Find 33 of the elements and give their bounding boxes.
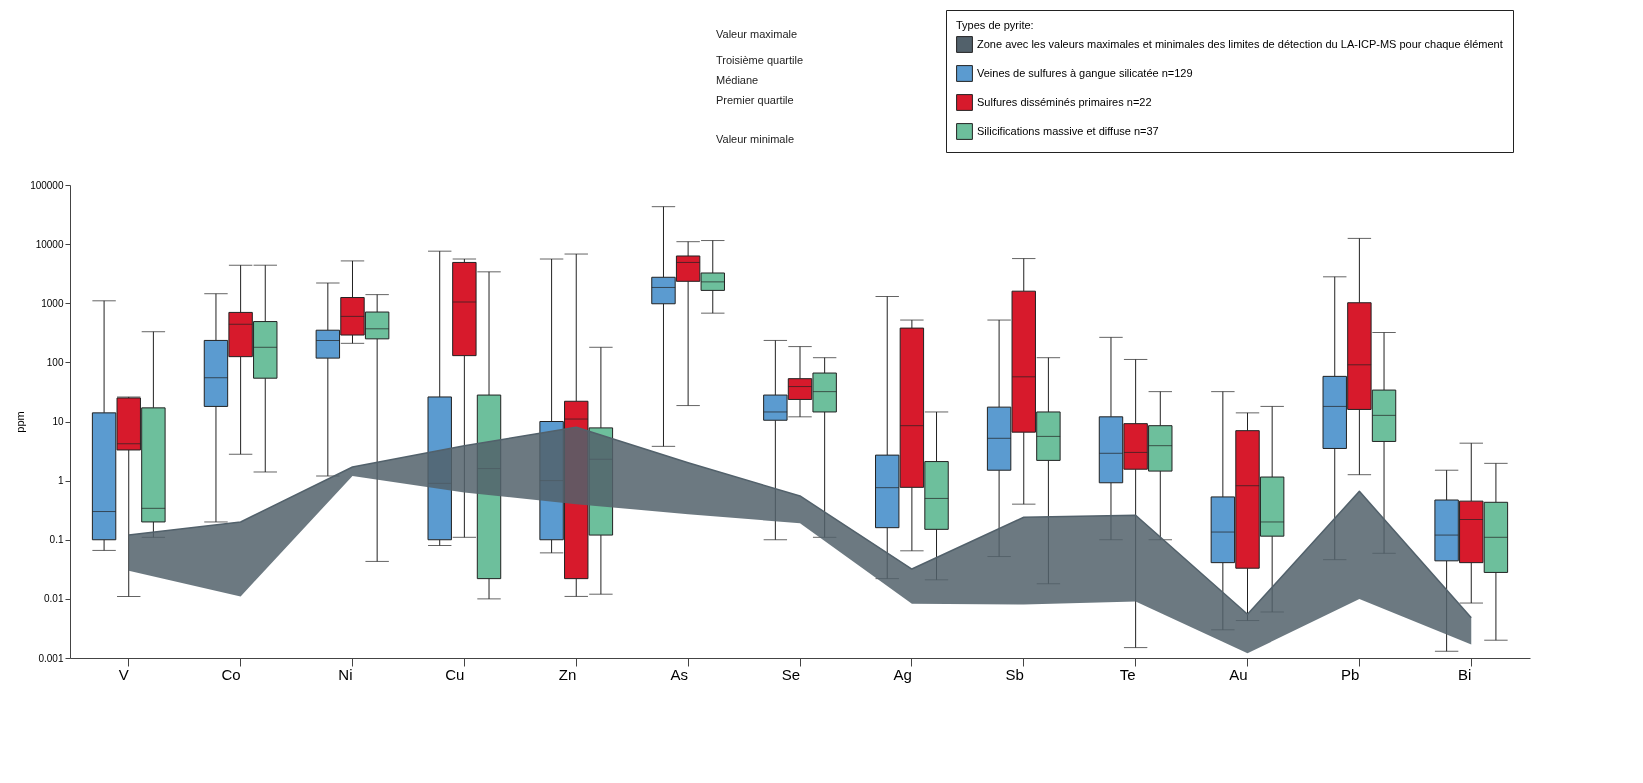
text: Premier quartile <box>716 94 794 106</box>
legend-label: Sulfures disséminés primaires n=22 <box>977 95 1152 108</box>
y-tick-label: 0.001 <box>38 652 64 664</box>
legend-label: Silicifications massive et diffuse n=37 <box>977 124 1159 137</box>
x-tick-label: V <box>118 665 129 683</box>
text: Valeur minimale <box>716 133 795 145</box>
text: Valeur maximale <box>716 28 798 40</box>
x-tick-label: As <box>670 665 689 683</box>
legend-title: Types de pyrite: <box>956 19 1034 31</box>
x-tick-label: Te <box>1119 665 1136 683</box>
x-tick-label: Bi <box>1457 665 1472 683</box>
y-axis-title: ppm <box>14 411 27 433</box>
x-tick-label: Se <box>781 665 800 683</box>
y-tick-label: 10 <box>52 416 64 427</box>
legend-label: Veines de sulfures à gangue silicatée n=129 <box>977 66 1193 79</box>
x-tick-label: Au <box>1229 665 1248 683</box>
x-tick-label: Cu <box>445 665 465 683</box>
x-tick-label: Co <box>221 665 241 683</box>
y-tick-label: 0.1 <box>49 534 64 546</box>
text: Médiane <box>716 74 759 86</box>
legend-label: Zone avec les valeurs maximales et minimales des limites de détection du LA-ICP-MS pour chaque élément <box>977 37 1503 50</box>
y-tick-label: 10000 <box>35 238 64 250</box>
y-tick-label: 1 <box>57 475 64 487</box>
y-tick-label: 100000 <box>30 179 64 191</box>
x-tick-label: Pb <box>1341 665 1360 683</box>
y-tick-label: 100 <box>46 356 64 368</box>
x-tick-label: Ag <box>893 665 912 683</box>
y-tick-label: 0.01 <box>44 593 64 605</box>
x-tick-label: Sb <box>1005 665 1024 683</box>
x-tick-label: Zn <box>558 665 577 683</box>
y-tick-label: 1000 <box>41 297 64 309</box>
x-tick-label: Ni <box>338 665 353 683</box>
text: Troisième quartile <box>716 54 804 66</box>
